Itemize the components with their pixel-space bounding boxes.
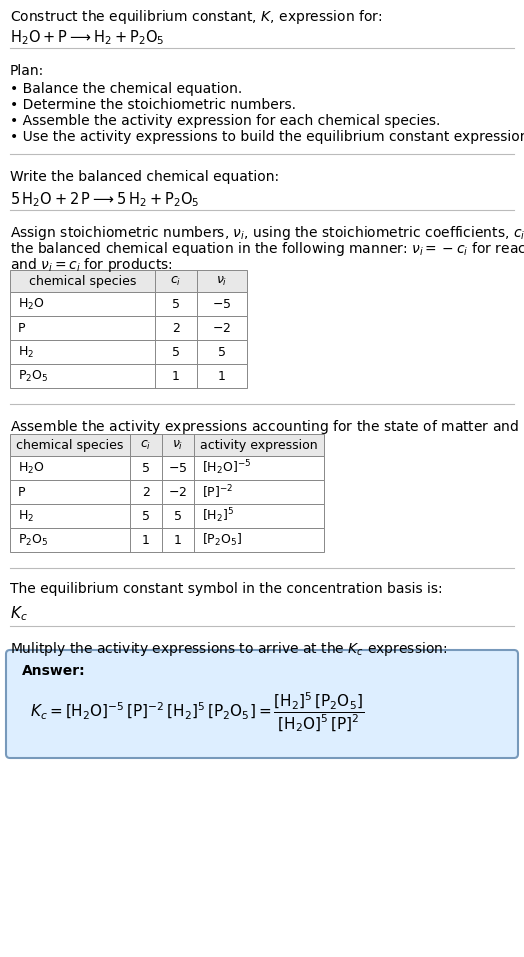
Text: chemical species: chemical species <box>29 275 136 287</box>
Text: $\nu_i$: $\nu_i$ <box>172 438 184 452</box>
Text: P: P <box>18 485 26 499</box>
Text: $\mathrm{P_2O_5}$: $\mathrm{P_2O_5}$ <box>18 368 48 384</box>
Text: 1: 1 <box>174 533 182 546</box>
Text: $\mathrm{H_2O}$: $\mathrm{H_2O}$ <box>18 297 45 312</box>
Text: 5: 5 <box>174 509 182 523</box>
Text: $-5$: $-5$ <box>212 298 232 310</box>
Text: • Balance the chemical equation.: • Balance the chemical equation. <box>10 82 242 96</box>
Text: $\mathrm{H_2O + P \longrightarrow H_2 + P_2O_5}$: $\mathrm{H_2O + P \longrightarrow H_2 + … <box>10 28 165 47</box>
FancyBboxPatch shape <box>10 504 324 528</box>
Text: 5: 5 <box>142 461 150 475</box>
Text: the balanced chemical equation in the following manner: $\nu_i = -c_i$ for react: the balanced chemical equation in the fo… <box>10 240 524 258</box>
Text: $\nu_i$: $\nu_i$ <box>216 275 228 287</box>
Text: $K_c = [\mathrm{H_2O}]^{-5}\,[\mathrm{P}]^{-2}\,[\mathrm{H_2}]^5\,[\mathrm{P_2O_: $K_c = [\mathrm{H_2O}]^{-5}\,[\mathrm{P}… <box>30 690 364 734</box>
FancyBboxPatch shape <box>6 650 518 758</box>
Text: $c_i$: $c_i$ <box>140 438 151 452</box>
Text: 5: 5 <box>218 345 226 359</box>
Text: $K_c$: $K_c$ <box>10 604 28 623</box>
FancyBboxPatch shape <box>10 340 247 364</box>
Text: 5: 5 <box>142 509 150 523</box>
Text: Answer:: Answer: <box>22 664 85 678</box>
Text: $[\mathrm{P_2O_5}]$: $[\mathrm{P_2O_5}]$ <box>202 532 242 548</box>
Text: $\mathrm{H_2}$: $\mathrm{H_2}$ <box>18 345 34 360</box>
FancyBboxPatch shape <box>10 292 247 316</box>
Text: Assemble the activity expressions accounting for the state of matter and $\nu_i$: Assemble the activity expressions accoun… <box>10 418 524 436</box>
Text: $\mathrm{H_2}$: $\mathrm{H_2}$ <box>18 508 34 523</box>
Text: 5: 5 <box>172 345 180 359</box>
FancyBboxPatch shape <box>10 528 324 552</box>
Text: Assign stoichiometric numbers, $\nu_i$, using the stoichiometric coefficients, $: Assign stoichiometric numbers, $\nu_i$, … <box>10 224 524 242</box>
Text: $c_i$: $c_i$ <box>170 275 182 287</box>
Text: 5: 5 <box>172 298 180 310</box>
FancyBboxPatch shape <box>10 434 324 456</box>
Text: $[\mathrm{H_2O}]^{-5}$: $[\mathrm{H_2O}]^{-5}$ <box>202 458 252 478</box>
FancyBboxPatch shape <box>10 456 324 480</box>
FancyBboxPatch shape <box>10 316 247 340</box>
FancyBboxPatch shape <box>10 480 324 504</box>
Text: 2: 2 <box>172 322 180 335</box>
Text: $-5$: $-5$ <box>168 461 188 475</box>
Text: Plan:: Plan: <box>10 64 44 78</box>
FancyBboxPatch shape <box>10 270 247 292</box>
Text: $\mathrm{5\,H_2O + 2\,P \longrightarrow 5\,H_2 + P_2O_5}$: $\mathrm{5\,H_2O + 2\,P \longrightarrow … <box>10 190 200 209</box>
Text: Write the balanced chemical equation:: Write the balanced chemical equation: <box>10 170 279 184</box>
Text: P: P <box>18 322 26 335</box>
Text: 2: 2 <box>142 485 150 499</box>
Text: $\mathrm{P_2O_5}$: $\mathrm{P_2O_5}$ <box>18 532 48 547</box>
FancyBboxPatch shape <box>10 364 247 388</box>
Text: and $\nu_i = c_i$ for products:: and $\nu_i = c_i$ for products: <box>10 256 173 274</box>
Text: activity expression: activity expression <box>200 438 318 452</box>
Text: $[\mathrm{P}]^{-2}$: $[\mathrm{P}]^{-2}$ <box>202 483 233 501</box>
Text: The equilibrium constant symbol in the concentration basis is:: The equilibrium constant symbol in the c… <box>10 582 443 596</box>
Text: 1: 1 <box>142 533 150 546</box>
Text: Construct the equilibrium constant, $K$, expression for:: Construct the equilibrium constant, $K$,… <box>10 8 383 26</box>
Text: chemical species: chemical species <box>16 438 124 452</box>
Text: • Determine the stoichiometric numbers.: • Determine the stoichiometric numbers. <box>10 98 296 112</box>
Text: $-2$: $-2$ <box>212 322 232 335</box>
Text: $-2$: $-2$ <box>168 485 188 499</box>
Text: 1: 1 <box>218 369 226 383</box>
Text: • Use the activity expressions to build the equilibrium constant expression.: • Use the activity expressions to build … <box>10 130 524 144</box>
Text: $[\mathrm{H_2}]^5$: $[\mathrm{H_2}]^5$ <box>202 506 234 525</box>
Text: Mulitply the activity expressions to arrive at the $K_c$ expression:: Mulitply the activity expressions to arr… <box>10 640 447 658</box>
Text: • Assemble the activity expression for each chemical species.: • Assemble the activity expression for e… <box>10 114 440 128</box>
Text: $\mathrm{H_2O}$: $\mathrm{H_2O}$ <box>18 460 45 476</box>
Text: 1: 1 <box>172 369 180 383</box>
